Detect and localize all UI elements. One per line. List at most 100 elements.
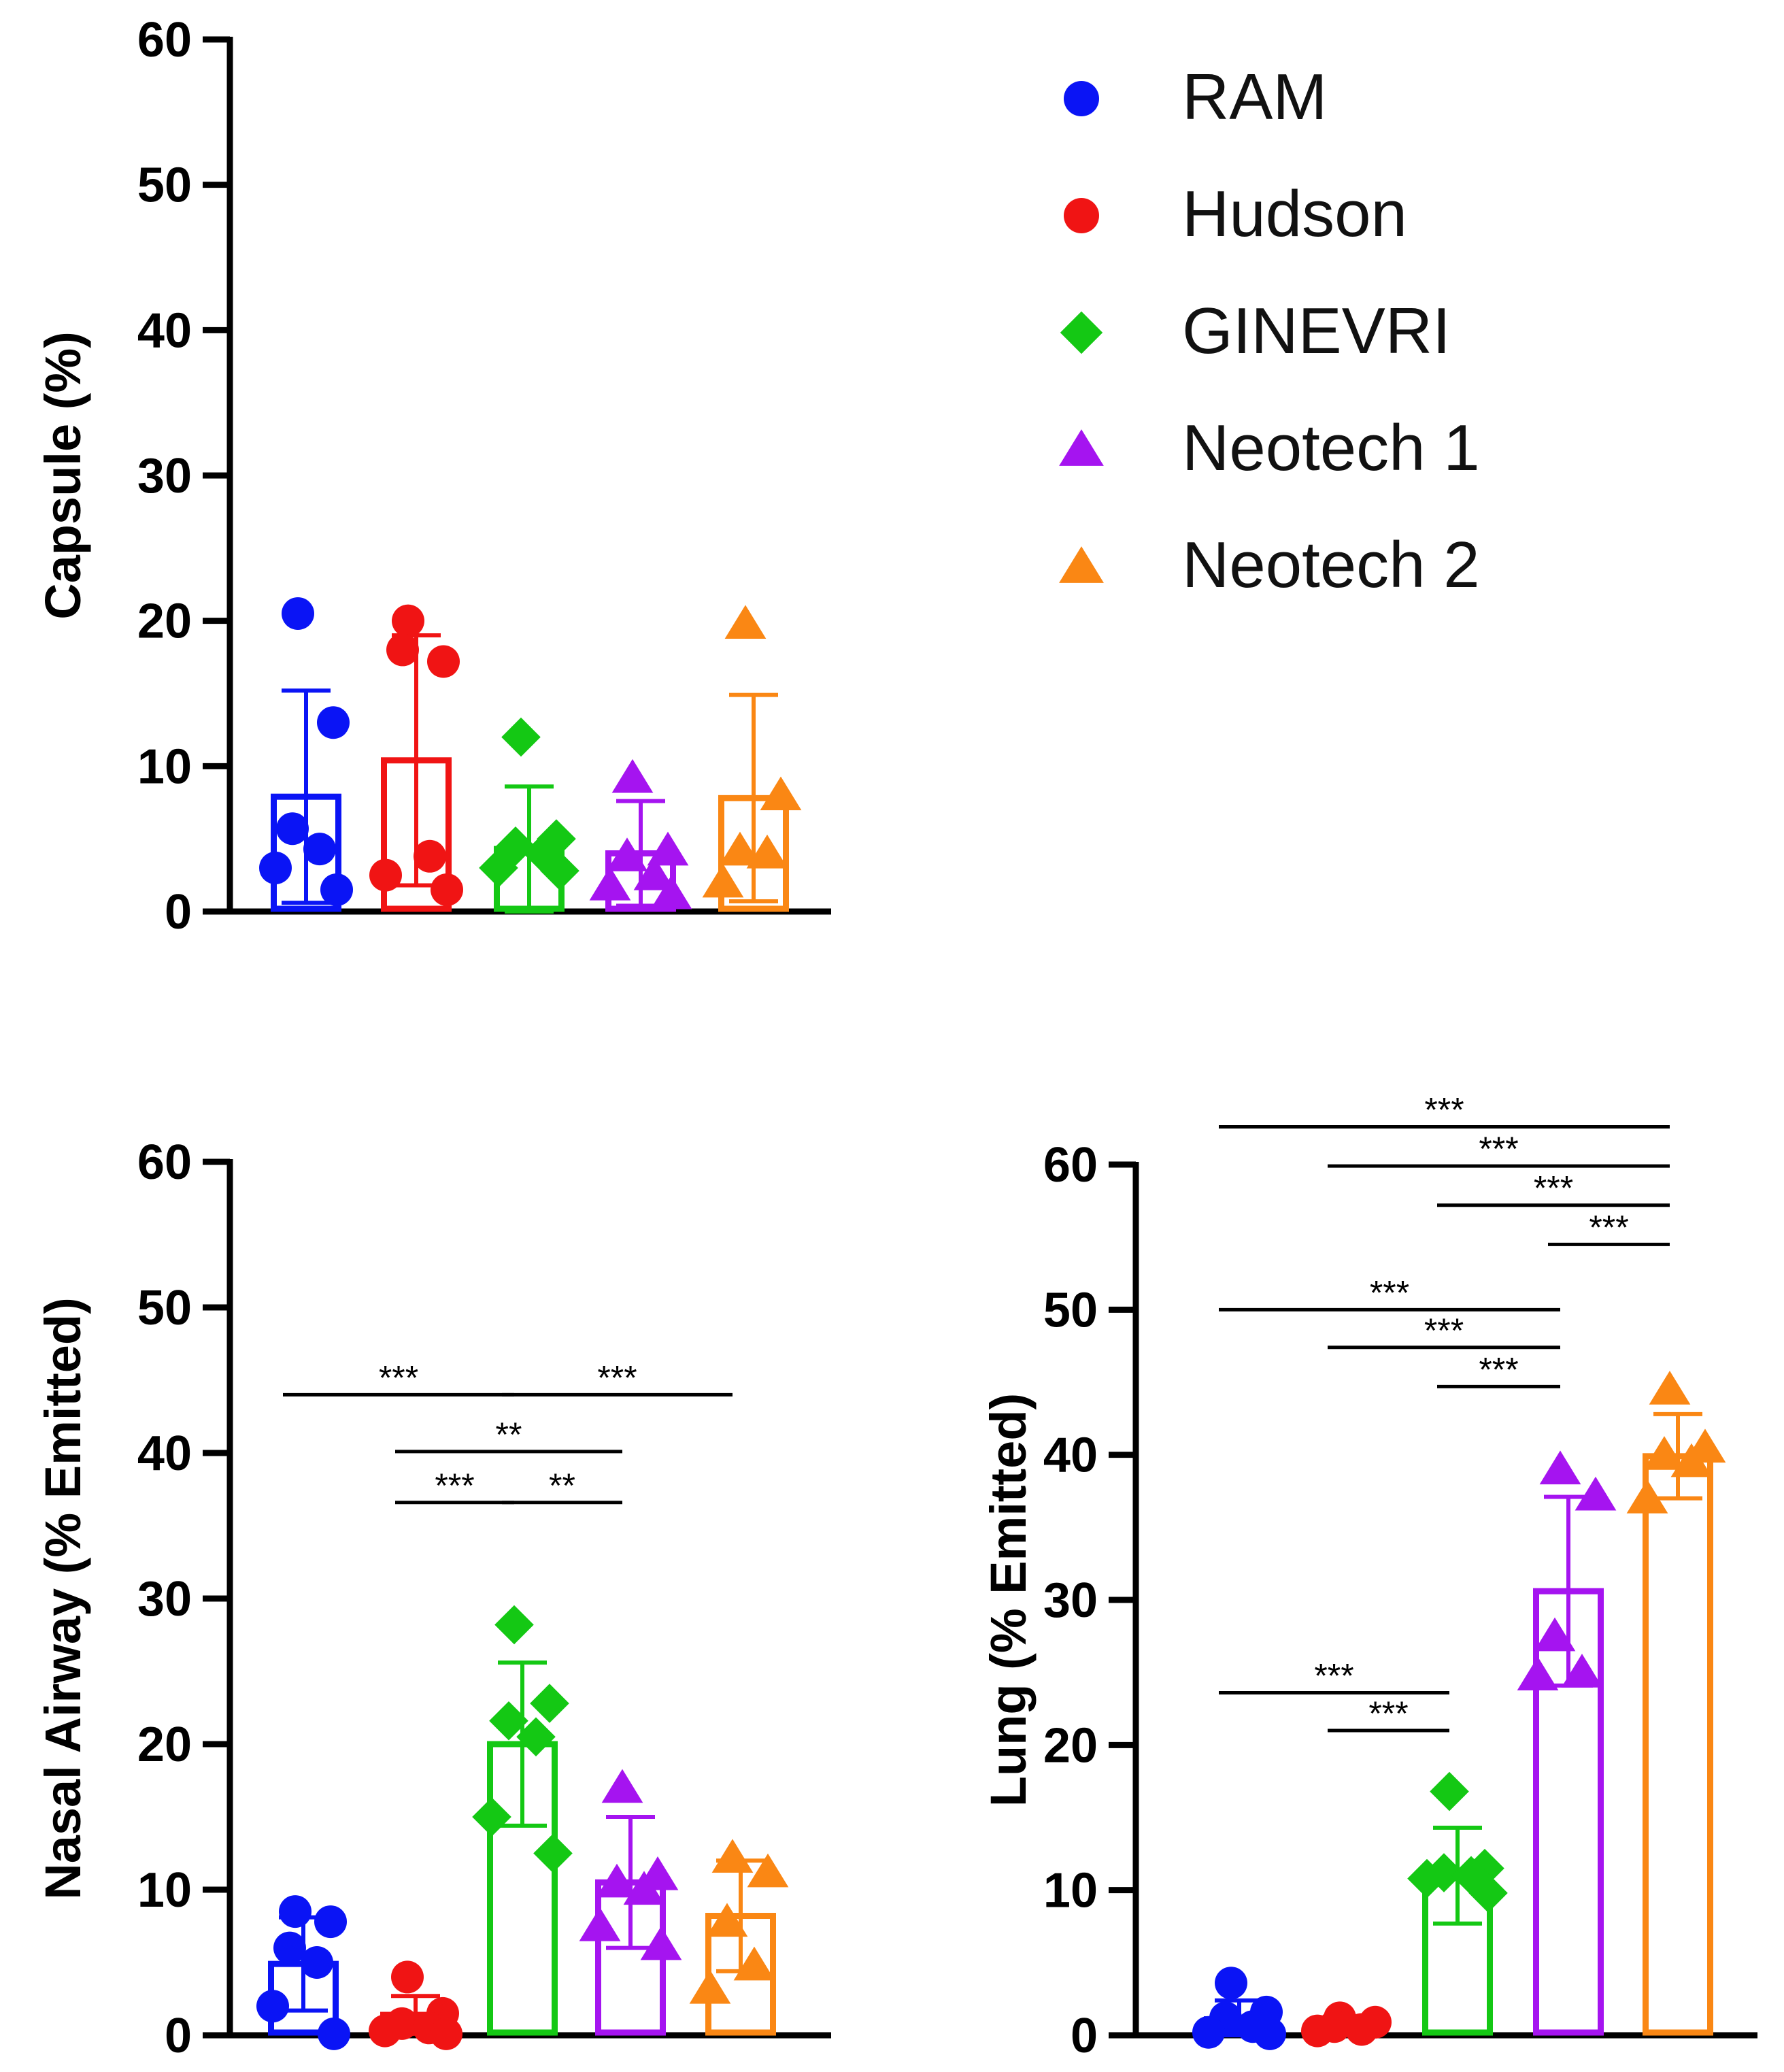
circle-marker — [301, 1946, 333, 1979]
y-tick-label: 30 — [137, 1572, 192, 1626]
y-tick-label: 50 — [137, 1281, 192, 1335]
bar-group-ram — [1192, 1967, 1286, 2050]
significance-label: *** — [1314, 1657, 1353, 1695]
significance-label: ** — [549, 1467, 575, 1505]
significance-label: *** — [1534, 1169, 1573, 1207]
circle-marker — [317, 706, 350, 739]
circle-marker — [1215, 1967, 1247, 2000]
diamond-marker — [516, 1717, 556, 1757]
y-tick-label: 20 — [137, 595, 192, 649]
triangle-marker — [596, 1863, 638, 1898]
bar — [1643, 1453, 1713, 2036]
significance-bracket: *** — [1219, 1657, 1449, 1695]
bar-group-neotech-2 — [1626, 1371, 1726, 2036]
significance-label: *** — [1424, 1091, 1464, 1129]
triangle-marker — [623, 1871, 665, 1905]
diamond-marker — [1430, 1771, 1469, 1811]
bar-group-neotech-2 — [702, 605, 802, 912]
circle-marker — [369, 2014, 401, 2048]
bar-group-neotech-1 — [589, 758, 692, 912]
significance-label: *** — [1479, 1350, 1518, 1388]
significance-bracket: *** — [1437, 1350, 1560, 1388]
significance-label: *** — [1424, 1311, 1464, 1350]
triangle-marker — [760, 776, 802, 811]
triangle-marker — [1517, 1656, 1559, 1691]
y-tick-label: 50 — [1043, 1283, 1098, 1337]
bar-group-ginevri — [479, 717, 579, 914]
triangle-marker — [1575, 1476, 1617, 1511]
y-tick-label: 0 — [1071, 2009, 1098, 2063]
circle-marker — [431, 873, 463, 906]
y-tick-label: 60 — [1043, 1138, 1098, 1192]
circle-marker — [392, 604, 424, 637]
significance-bracket: *** — [502, 1358, 733, 1397]
circle-marker — [276, 812, 309, 846]
diamond-marker — [494, 1605, 534, 1645]
significance-bracket: *** — [1328, 1694, 1449, 1733]
y-tick-label: 0 — [165, 2009, 192, 2063]
diamond-marker — [1407, 1858, 1447, 1899]
circle-marker — [1064, 198, 1099, 233]
significance-bracket: *** — [1328, 1130, 1670, 1168]
circle-marker — [1064, 81, 1099, 116]
significance-bracket: *** — [1437, 1169, 1670, 1207]
diamond-marker — [533, 1833, 573, 1873]
significance-bracket: *** — [283, 1358, 514, 1397]
y-axis-label: Nasal Airway (% Emitted) — [35, 1297, 91, 1900]
legend: RAM Hudson GINEVRI Neotech 1 Neotech 2 — [1059, 61, 1480, 601]
y-tick-label: 10 — [1043, 1864, 1098, 1918]
triangle-marker — [1059, 429, 1104, 466]
significance-bracket: *** — [1219, 1273, 1560, 1311]
diamond-marker — [489, 1701, 528, 1741]
bar-group-neotech-2 — [689, 1839, 789, 2036]
diamond-marker — [496, 826, 535, 866]
legend-label: RAM — [1182, 61, 1327, 133]
triangle-marker — [650, 875, 692, 909]
triangle-marker — [1534, 1617, 1576, 1652]
diamond-marker — [501, 717, 541, 757]
triangle-marker — [601, 1769, 643, 1803]
triangle-marker — [702, 863, 744, 898]
triangle-marker — [633, 856, 675, 890]
diamond-marker — [472, 1797, 511, 1837]
circle-marker — [369, 858, 402, 892]
circle-marker — [1345, 2013, 1378, 2046]
diamond-marker — [1060, 311, 1103, 354]
bar-group-hudson — [369, 604, 463, 912]
significance-label: ** — [496, 1416, 522, 1454]
triangle-marker — [724, 605, 767, 639]
circle-marker — [427, 645, 460, 678]
y-tick-label: 10 — [137, 739, 192, 794]
legend-item-hudson: Hudson — [1064, 178, 1407, 250]
y-tick-label: 60 — [137, 13, 192, 67]
circle-marker — [414, 839, 446, 873]
significance-bracket: ** — [502, 1467, 622, 1505]
bar-group-ram — [259, 597, 353, 912]
significance-label: *** — [1370, 1273, 1409, 1311]
y-axis-label: Lung (% Emitted) — [980, 1393, 1037, 1807]
y-tick-label: 50 — [137, 158, 192, 213]
circle-marker — [1192, 2016, 1225, 2049]
triangle-marker — [689, 1969, 731, 2004]
diamond-marker — [1468, 1873, 1508, 1913]
legend-item-neotech-2: Neotech 2 — [1059, 529, 1480, 601]
significance-label: *** — [1589, 1208, 1628, 1246]
bar-group-ginevri — [1407, 1771, 1508, 2036]
significance-label: *** — [435, 1467, 474, 1505]
circle-marker — [430, 2017, 462, 2050]
triangle-marker — [640, 1926, 682, 1960]
triangle-marker — [589, 866, 631, 901]
legend-label: Neotech 2 — [1182, 529, 1480, 601]
triangle-marker — [1561, 1654, 1603, 1688]
significance-bracket: *** — [395, 1467, 514, 1505]
bar-group-hudson — [1301, 2001, 1392, 2048]
legend-item-neotech-1: Neotech 1 — [1059, 412, 1480, 484]
triangle-marker — [606, 837, 648, 871]
y-tick-label: 30 — [1043, 1573, 1098, 1628]
circle-marker — [256, 1990, 289, 2023]
circle-marker — [386, 633, 419, 667]
circle-marker — [320, 873, 353, 906]
significance-label: *** — [597, 1358, 637, 1397]
triangle-marker — [746, 834, 788, 869]
triangle-marker — [719, 831, 761, 866]
